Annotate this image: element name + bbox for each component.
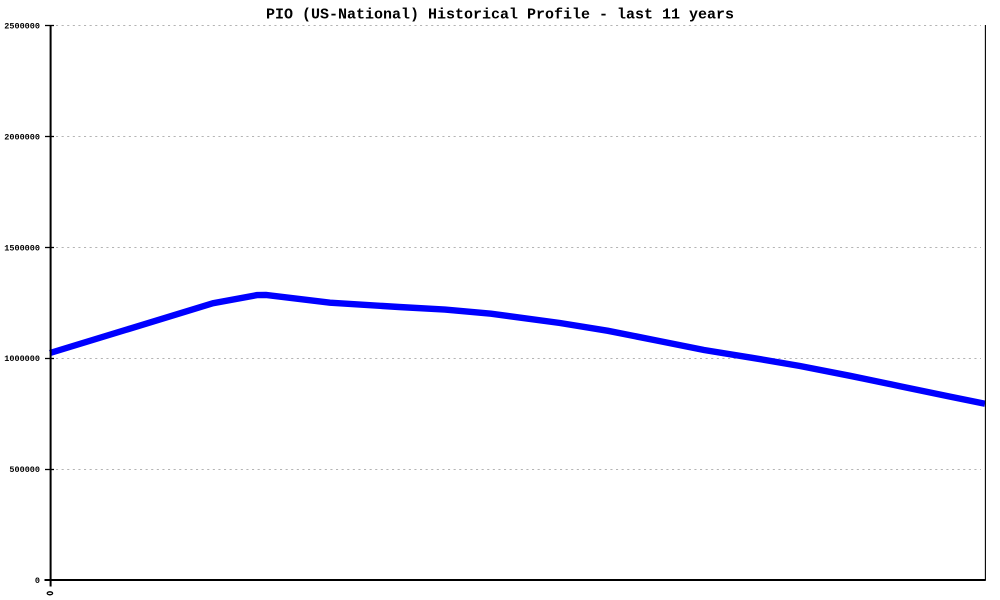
svg-text:0: 0 <box>35 576 40 586</box>
svg-text:2500000: 2500000 <box>4 22 40 32</box>
svg-text:500000: 500000 <box>9 465 40 475</box>
svg-text:1000000: 1000000 <box>4 354 40 364</box>
svg-text:PIO (US-National) Historical P: PIO (US-National) Historical Profile - l… <box>266 6 734 23</box>
svg-text:1500000: 1500000 <box>4 243 40 253</box>
svg-text:2000000: 2000000 <box>4 133 40 143</box>
